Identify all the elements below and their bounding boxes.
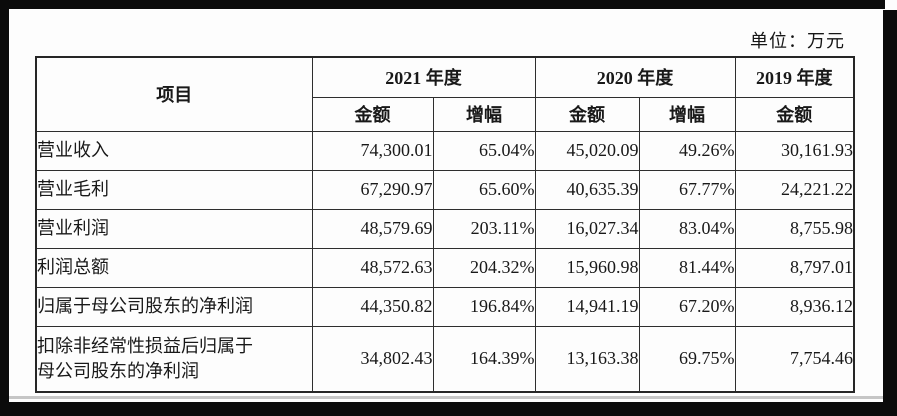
cell-amount-2019: 7,754.46 xyxy=(734,325,855,393)
cell-amount-2021: 44,350.82 xyxy=(311,286,434,327)
row-label: 营业利润 xyxy=(35,208,313,249)
cell-amount-2020: 16,027.34 xyxy=(534,208,640,249)
cell-growth-2021: 65.60% xyxy=(432,169,536,210)
row-label: 归属于母公司股东的净利润 xyxy=(35,286,313,327)
scan-border-right xyxy=(883,10,897,416)
scan-border-top xyxy=(0,0,885,9)
cell-growth-2020: 67.20% xyxy=(638,286,736,327)
financial-summary-table: 项目 2021 年度 2020 年度 2019 年度 金额 增幅 金额 增幅 金… xyxy=(35,56,855,393)
subheader-growth-2021: 增幅 xyxy=(432,96,536,132)
header-row-subcols: 金额 增幅 金额 增幅 金额 xyxy=(36,96,855,132)
unit-label: 单位：万元 xyxy=(750,31,845,51)
cell-amount-2019: 8,936.12 xyxy=(734,286,855,327)
cell-growth-2021: 203.11% xyxy=(432,208,536,249)
cell-growth-2020: 67.77% xyxy=(638,169,736,210)
cell-amount-2020: 45,020.09 xyxy=(534,130,640,171)
cell-amount-2021: 48,579.69 xyxy=(311,208,434,249)
subheader-growth-2020: 增幅 xyxy=(638,96,736,132)
cell-amount-2020: 40,635.39 xyxy=(534,169,640,210)
row-label: 营业毛利 xyxy=(35,169,313,210)
row-label: 利润总额 xyxy=(35,247,313,288)
cell-amount-2020: 14,941.19 xyxy=(534,286,640,327)
col-header-2021: 2021 年度 xyxy=(311,56,536,98)
scan-shadow-line xyxy=(9,396,883,399)
table-row-operating-revenue: 营业收入 74,300.01 65.04% 45,020.09 49.26% 3… xyxy=(35,130,855,171)
row-label: 营业收入 xyxy=(35,130,313,171)
cell-amount-2019: 24,221.22 xyxy=(734,169,855,210)
subheader-amount-2021: 金额 xyxy=(311,96,434,132)
cell-growth-2021: 204.32% xyxy=(432,247,536,288)
table-row-net-profit-excl-nonrecurring: 扣除非经常性损益后归属于 母公司股东的净利润 34,802.43 164.39%… xyxy=(35,325,855,393)
cell-amount-2021: 67,290.97 xyxy=(311,169,434,210)
cell-growth-2020: 81.44% xyxy=(638,247,736,288)
cell-amount-2021: 34,802.43 xyxy=(311,325,434,393)
col-header-2020: 2020 年度 xyxy=(534,56,736,98)
table-row-net-profit-parent: 归属于母公司股东的净利润 44,350.82 196.84% 14,941.19… xyxy=(35,286,855,327)
cell-amount-2019: 30,161.93 xyxy=(734,130,855,171)
table-row-gross-profit: 营业毛利 67,290.97 65.60% 40,635.39 67.77% 2… xyxy=(35,169,855,210)
cell-growth-2021: 65.04% xyxy=(432,130,536,171)
table-row-operating-profit: 营业利润 48,579.69 203.11% 16,027.34 83.04% … xyxy=(35,208,855,249)
scan-border-left xyxy=(0,0,9,416)
col-header-item: 项目 xyxy=(35,56,313,132)
col-header-2019: 2019 年度 xyxy=(734,56,855,98)
cell-growth-2020: 83.04% xyxy=(638,208,736,249)
subheader-amount-2020: 金额 xyxy=(534,96,640,132)
cell-amount-2019: 8,797.01 xyxy=(734,247,855,288)
cell-amount-2021: 74,300.01 xyxy=(311,130,434,171)
cell-amount-2020: 15,960.98 xyxy=(534,247,640,288)
subheader-amount-2019: 金额 xyxy=(734,96,855,132)
cell-growth-2021: 164.39% xyxy=(432,325,536,393)
row-label: 扣除非经常性损益后归属于 母公司股东的净利润 xyxy=(35,325,313,393)
cell-amount-2019: 8,755.98 xyxy=(734,208,855,249)
scan-border-bottom xyxy=(0,402,897,416)
header-row-years: 项目 2021 年度 2020 年度 2019 年度 xyxy=(35,56,855,132)
cell-growth-2020: 49.26% xyxy=(638,130,736,171)
table-row-total-profit: 利润总额 48,572.63 204.32% 15,960.98 81.44% … xyxy=(35,247,855,288)
cell-amount-2020: 13,163.38 xyxy=(534,325,640,393)
cell-growth-2021: 196.84% xyxy=(432,286,536,327)
cell-growth-2020: 69.75% xyxy=(638,325,736,393)
cell-amount-2021: 48,572.63 xyxy=(311,247,434,288)
